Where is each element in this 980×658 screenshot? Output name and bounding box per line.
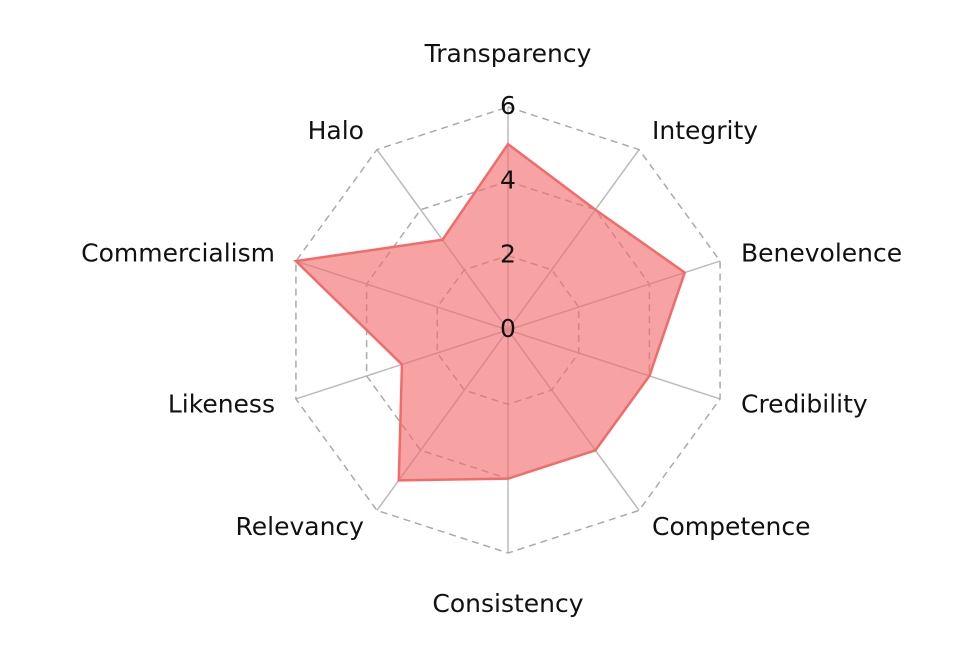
category-label: Likeness <box>168 390 275 419</box>
category-label: Benevolence <box>741 238 902 267</box>
r-tick-label: 4 <box>500 165 516 194</box>
category-label: Halo <box>308 116 364 145</box>
category-label: Credibility <box>741 390 868 419</box>
grid-ring <box>295 106 721 554</box>
category-label: Consistency <box>432 589 583 618</box>
category-label: Transparency <box>424 39 592 68</box>
r-tick-label: 6 <box>500 91 516 120</box>
r-tick-label: 0 <box>500 314 516 343</box>
category-label: Commercialism <box>81 238 275 267</box>
radar-area <box>293 142 687 482</box>
category-label: Competence <box>652 512 811 541</box>
category-label: Integrity <box>652 116 758 145</box>
category-label: Relevancy <box>236 512 365 541</box>
r-tick-label: 2 <box>500 240 516 269</box>
